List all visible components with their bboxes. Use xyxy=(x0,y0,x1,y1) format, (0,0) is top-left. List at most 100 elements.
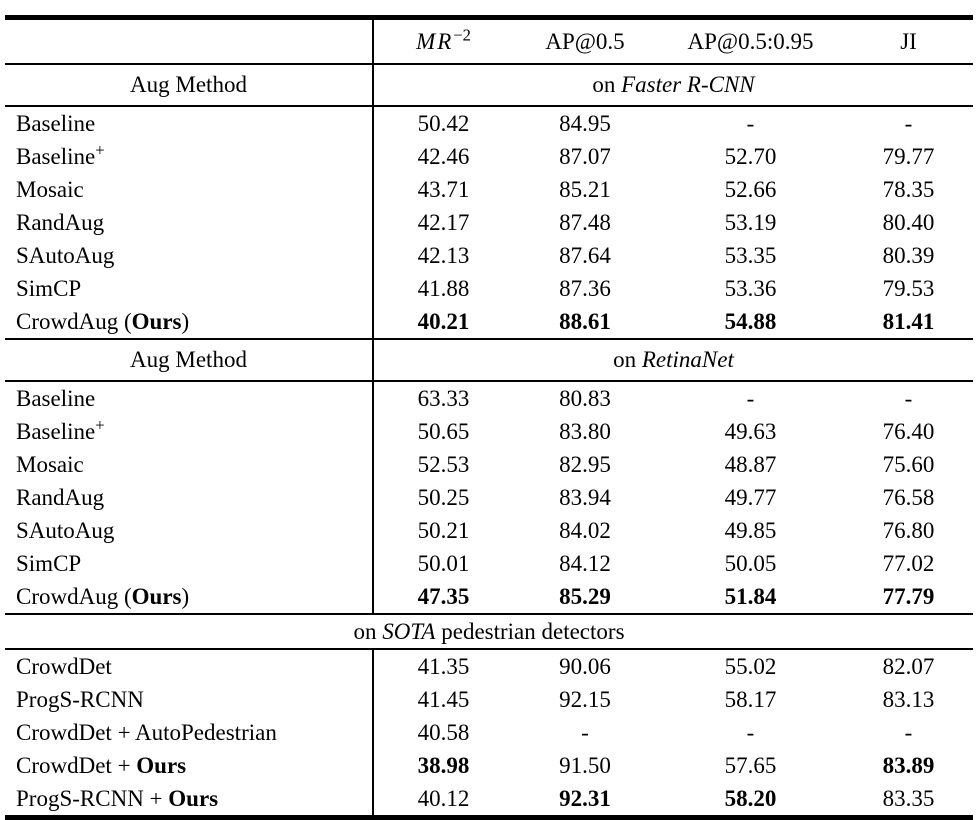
value-cell: 83.13 xyxy=(882,686,935,712)
table-row: SAutoAug 42.13 87.64 53.35 80.39 xyxy=(5,239,973,272)
table-row: Baseline+ 50.65 83.80 49.63 76.40 xyxy=(5,415,973,448)
value-cell: 43.71 xyxy=(417,176,470,202)
span-prefix: on xyxy=(592,72,622,98)
method-text: Mosaic xyxy=(16,176,84,202)
value-cell: 80.39 xyxy=(882,242,935,268)
value-cell: 38.98 xyxy=(417,752,470,778)
span-prefix: on xyxy=(353,618,383,644)
value-cell: 75.60 xyxy=(882,451,935,477)
method-cell: ProgS-RCNN xyxy=(5,683,374,716)
method-cell: Mosaic xyxy=(5,173,374,206)
value-cell: 40.21 xyxy=(417,308,470,334)
value-cell: 52.53 xyxy=(417,451,470,477)
span-suffix: pedestrian detectors xyxy=(435,618,625,644)
section-span-retinanet: on RetinaNet xyxy=(373,338,973,382)
value-cell: 79.77 xyxy=(882,143,935,169)
value-cell: 87.36 xyxy=(559,275,611,301)
method-text: CrowdDet + AutoPedestrian xyxy=(16,719,277,745)
method-text: RandAug xyxy=(16,484,105,510)
value-cell: 82.95 xyxy=(559,451,611,477)
value-cell: 58.20 xyxy=(724,785,777,811)
value-cell: 53.19 xyxy=(724,209,777,235)
method-text: Baseline xyxy=(16,385,96,411)
value-cell: 42.17 xyxy=(417,209,470,235)
table-row: Mosaic 43.71 85.21 52.66 78.35 xyxy=(5,173,973,206)
value-cell: 42.13 xyxy=(417,242,470,268)
value-cell: 50.05 xyxy=(724,550,777,576)
section-header-faster-rcnn: Aug Method on Faster R-CNN xyxy=(5,63,973,107)
method-text: CrowdAug ( xyxy=(16,583,132,609)
value-cell: 87.07 xyxy=(559,143,611,169)
value-cell: 76.80 xyxy=(882,517,935,543)
value-cell: 79.53 xyxy=(882,275,935,301)
method-cell: Baseline+ xyxy=(5,140,374,173)
table-row: CrowdAug (Ours) 40.21 88.61 54.88 81.41 xyxy=(5,305,973,339)
method-cell: Baseline xyxy=(5,381,374,415)
value-cell: 85.21 xyxy=(559,176,611,202)
value-cell: 42.46 xyxy=(417,143,470,169)
col-header-ap50: AP@0.5 xyxy=(513,17,657,65)
section-span-sota: on SOTA pedestrian detectors xyxy=(5,613,973,650)
col-header-ap5095: AP@0.5:0.95 xyxy=(657,17,844,65)
table-row: RandAug 50.25 83.94 49.77 76.58 xyxy=(5,481,973,514)
value-cell: 83.35 xyxy=(882,785,935,811)
method-cell: CrowdAug (Ours) xyxy=(5,305,374,339)
value-cell: 87.48 xyxy=(559,209,611,235)
section-rows-sota: CrowdDet 41.35 90.06 55.02 82.07 ProgS-RCNN 41… xyxy=(5,649,973,818)
method-text: ) xyxy=(181,583,190,609)
value-cell: 48.87 xyxy=(724,451,777,477)
value-cell: 80.40 xyxy=(882,209,935,235)
table-row: Baseline+ 42.46 87.07 52.70 79.77 xyxy=(5,140,973,173)
value-cell: 87.64 xyxy=(559,242,611,268)
value-cell: 83.94 xyxy=(559,484,611,510)
method-text: Ours xyxy=(131,583,182,609)
value-cell: 53.35 xyxy=(724,242,777,268)
detector-name: Faster R-CNN xyxy=(621,72,755,98)
value-cell: 77.02 xyxy=(882,550,935,576)
value-cell: - xyxy=(581,719,589,745)
value-cell: 51.84 xyxy=(724,583,777,609)
section-span-faster-rcnn: on Faster R-CNN xyxy=(373,63,973,107)
value-cell: 77.79 xyxy=(882,583,935,609)
value-cell: 41.45 xyxy=(417,686,470,712)
results-table: MR−2 AP@0.5 AP@0.5:0.95 JI Aug Method on… xyxy=(5,15,973,820)
value-cell: 50.01 xyxy=(417,550,470,576)
method-cell: CrowdDet + Ours xyxy=(5,749,374,782)
value-cell: 47.35 xyxy=(417,583,470,609)
value-cell: 63.33 xyxy=(417,385,470,411)
method-cell: CrowdDet + AutoPedestrian xyxy=(5,716,374,749)
method-cell: Mosaic xyxy=(5,448,374,481)
value-cell: 40.58 xyxy=(417,719,470,745)
table-row: RandAug 42.17 87.48 53.19 80.40 xyxy=(5,206,973,239)
method-text: SimCP xyxy=(16,550,82,576)
table-row: ProgS-RCNN 41.45 92.15 58.17 83.13 xyxy=(5,683,973,716)
method-text: RandAug xyxy=(16,209,105,235)
span-prefix: on xyxy=(613,347,642,373)
value-cell: 53.36 xyxy=(724,275,777,301)
value-cell: 41.88 xyxy=(417,275,470,301)
value-cell: 83.89 xyxy=(882,752,935,778)
method-text: Mosaic xyxy=(16,451,84,477)
value-cell: - xyxy=(904,110,913,136)
method-text: Ours xyxy=(168,785,219,811)
value-cell: 49.77 xyxy=(724,484,777,510)
value-cell: - xyxy=(746,385,755,411)
method-cell: CrowdAug (Ours) xyxy=(5,580,374,614)
method-cell: Baseline xyxy=(5,106,374,140)
method-cell: SimCP xyxy=(5,272,374,305)
empty-header-cell xyxy=(5,17,374,65)
value-cell: 80.83 xyxy=(559,385,611,411)
value-cell: - xyxy=(904,385,913,411)
table-row: SimCP 41.88 87.36 53.36 79.53 xyxy=(5,272,973,305)
method-cell: RandAug xyxy=(5,481,374,514)
method-text: Baseline xyxy=(16,143,96,169)
method-text: ) xyxy=(181,308,190,334)
method-text: CrowdDet + xyxy=(16,752,137,778)
method-text: Ours xyxy=(136,752,187,778)
value-cell: - xyxy=(746,719,755,745)
value-cell: 92.15 xyxy=(559,686,611,712)
method-text: SAutoAug xyxy=(16,517,115,543)
method-cell: Baseline+ xyxy=(5,415,374,448)
method-cell: CrowdDet xyxy=(5,649,374,683)
